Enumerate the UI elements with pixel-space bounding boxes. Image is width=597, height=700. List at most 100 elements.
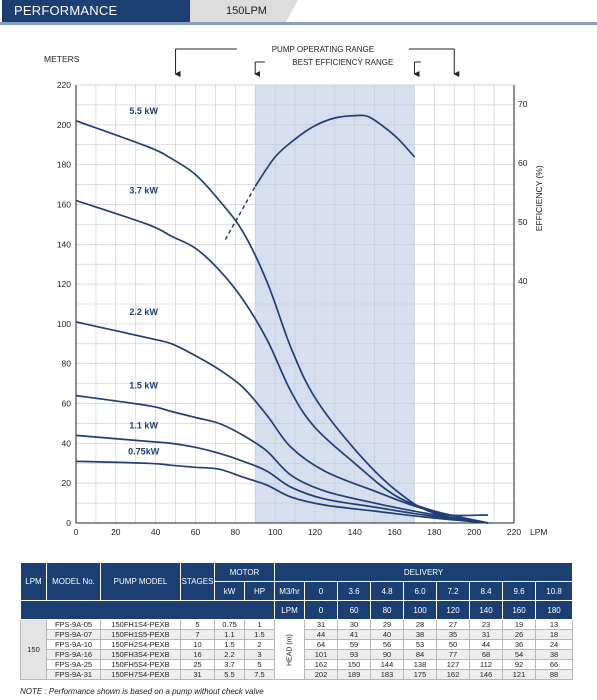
- kw-cell: 0.75: [214, 619, 245, 630]
- series-label: 5.5 kW: [129, 106, 158, 116]
- stages-cell: 16: [180, 649, 215, 660]
- series-label: 1.1 kW: [129, 420, 158, 430]
- head-value-cell: 31: [304, 619, 339, 630]
- flow-m3-value: 0: [304, 581, 339, 601]
- head-value-cell: 93: [337, 649, 372, 660]
- flow-m3-value: 3.6: [337, 581, 372, 601]
- flow-rate-badge: 150LPM: [190, 0, 298, 22]
- model-cell: FPS-9A-05: [46, 619, 101, 630]
- head-value-cell: 59: [337, 639, 372, 650]
- y-tick-label: 0: [66, 518, 71, 528]
- model-cell: FPS-9A-07: [46, 629, 101, 640]
- flow-lpm-value: 100: [403, 600, 438, 620]
- head-value-cell: 144: [370, 659, 405, 670]
- y-tick-label: 20: [62, 478, 72, 488]
- efficiency-curve-extension: [224, 186, 256, 240]
- y-tick-label: 60: [62, 399, 72, 409]
- kw-cell: 2.2: [214, 649, 245, 660]
- pump-model-cell: 150FH1S5-PEXB: [100, 629, 181, 640]
- head-value-cell: 101: [304, 649, 339, 660]
- stages-cell: 5: [180, 619, 215, 630]
- head-value-cell: 31: [469, 629, 504, 640]
- flow-m3-value: 4.8: [370, 581, 405, 601]
- head-value-cell: 26: [502, 629, 537, 640]
- head-value-cell: 24: [535, 639, 574, 650]
- x-tick-label: 140: [348, 527, 362, 537]
- y-tick-label: 200: [57, 120, 71, 130]
- flow-lpm-value: 160: [502, 600, 537, 620]
- stages-cell: 25: [180, 659, 215, 670]
- lpm-header-filler: [19, 600, 276, 620]
- model-cell: FPS-9A-16: [46, 649, 101, 660]
- x-tick-label: 120: [308, 527, 322, 537]
- hp-cell: 5: [243, 659, 276, 670]
- col-group-delivery: DELIVERY: [274, 562, 574, 582]
- col-group-motor: MOTOR: [213, 562, 276, 582]
- head-value-cell: 88: [535, 669, 574, 680]
- head-value-cell: 30: [337, 619, 372, 630]
- head-curve-1.1kw: [75, 434, 489, 524]
- performance-table: LPM MODEL No. PUMP MODEL STAGES MOTOR DE…: [19, 562, 574, 680]
- head-curve-2.2kw: [75, 321, 489, 524]
- head-value-cell: 175: [403, 669, 438, 680]
- y-axis-label: METERS: [44, 54, 80, 64]
- header-rule: [0, 22, 597, 25]
- y-tick-label: 100: [57, 319, 71, 329]
- head-value-cell: 35: [436, 629, 471, 640]
- head-value-cell: 183: [370, 669, 405, 680]
- y-tick-label: 160: [57, 199, 71, 209]
- head-value-cell: 66: [535, 659, 574, 670]
- head-value-cell: 121: [502, 669, 537, 680]
- head-value-cell: 19: [502, 619, 537, 630]
- flow-lpm-value: 0: [304, 600, 339, 620]
- y-tick-label: 140: [57, 239, 71, 249]
- hp-cell: 7.5: [243, 669, 276, 680]
- table-row: FPS-9A-07 150FH1S5-PEXB 7 1.1 1.5 44 41 40 38 35 3…: [21, 629, 574, 640]
- series-label: 1.5 kW: [129, 381, 158, 391]
- head-value-cell: 41: [337, 629, 372, 640]
- head-value-cell: 28: [403, 619, 438, 630]
- head-value-cell: 38: [403, 629, 438, 640]
- table-row: FPS-9A-31 150FH7S4-PEXB 31 5.5 7.5 202 189 183 1…: [21, 669, 574, 680]
- head-value-cell: 56: [370, 639, 405, 650]
- model-cell: FPS-9A-25: [46, 659, 101, 670]
- pump-model-cell: 150FH1S4-PEXB: [100, 619, 181, 630]
- y2-tick-label: 70: [518, 99, 528, 109]
- table-row: FPS-9A-10 150FH2S4-PEXB 10 1.5 2 64 59 56 53 50 44…: [21, 639, 574, 650]
- head-value-cell: 146: [469, 669, 504, 680]
- x-tick-label: 220: [507, 527, 521, 537]
- efficiency-curve: [254, 114, 416, 187]
- y-tick-label: 40: [62, 438, 72, 448]
- head-value-cell: 68: [469, 649, 504, 660]
- flow-lpm-value: 60: [337, 600, 372, 620]
- head-value-cell: 189: [337, 669, 372, 680]
- head-value-cell: 54: [502, 649, 537, 660]
- x-tick-label: 100: [268, 527, 282, 537]
- hp-cell: 2: [243, 639, 276, 650]
- flow-m3-value: 8.4: [469, 581, 504, 601]
- kw-cell: 3.7: [214, 659, 245, 670]
- pump-model-cell: 150FH2S4-PEXB: [100, 639, 181, 650]
- head-value-cell: 29: [370, 619, 405, 630]
- head-value-cell: 77: [436, 649, 471, 660]
- series-label: 3.7 kW: [129, 185, 158, 195]
- y2-tick-label: 40: [518, 276, 528, 286]
- hp-cell: 1.5: [243, 629, 276, 640]
- x-tick-label: 200: [467, 527, 481, 537]
- head-curve-3.7kw: [75, 199, 489, 524]
- head-value-cell: 138: [403, 659, 438, 670]
- flow-lpm-value: 180: [535, 600, 574, 620]
- col-kw: kW: [214, 581, 245, 601]
- head-value-cell: 18: [535, 629, 574, 640]
- flow-m3-value: 9.6: [502, 581, 537, 601]
- head-value-cell: 90: [370, 649, 405, 660]
- section-title: PERFORMANCE: [2, 0, 212, 22]
- flow-unit-lpm: LPM: [274, 600, 306, 620]
- pump-model-cell: 150FH7S4-PEXB: [100, 669, 181, 680]
- col-hp: HP: [243, 581, 276, 601]
- head-value-cell: 64: [304, 639, 339, 650]
- y2-axis-label: EFFICIENCY (%): [534, 165, 544, 231]
- col-model: MODEL No.: [46, 562, 101, 601]
- head-curve-1.5kw: [75, 394, 489, 524]
- head-value-cell: 202: [304, 669, 339, 680]
